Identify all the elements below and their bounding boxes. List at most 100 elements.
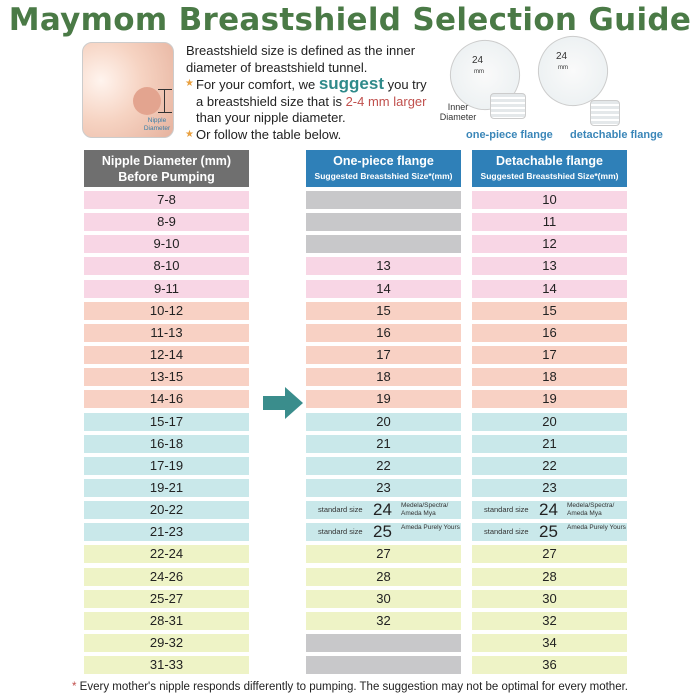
nipple-diameter-cell: 31-33 [84,656,249,675]
nipple-diameter-cell: 17-19 [84,456,249,475]
arrow-right-icon [263,387,303,419]
size-label: 24 [556,51,568,62]
nipple-diameter-cell: 8-9 [84,213,249,232]
star-icon: ★ [185,78,194,89]
table-hint-text: ★ Or follow the table below. [185,126,342,142]
nipple-diameter-cell: 19-21 [84,478,249,497]
nipple-shape [133,87,161,115]
nipple-diameter-cell: 20-22 [84,501,249,520]
detachable-size-cell: 19 [472,390,627,409]
detachable-size-cell: 28 [472,567,627,586]
nipple-diameter-label: Nipple Diameter [143,117,171,132]
detachable-size-cell: 32 [472,611,627,630]
one-piece-flange-label: one-piece flange [466,129,553,141]
nipple-diameter-cell: 9-11 [84,279,249,298]
detachable-size-cell: 18 [472,368,627,387]
star-icon: ★ [185,128,194,140]
standard-size-label: standard size [484,505,529,515]
detachable-size-cell: 27 [472,545,627,564]
detachable-size-cell: 14 [472,279,627,298]
nipple-diameter-cell: 14-16 [84,390,249,409]
nipple-diameter-cell: 28-31 [84,611,249,630]
nipple-diameter-illustration: Nipple Diameter [82,42,174,138]
detachable-size-cell: 21 [472,434,627,453]
flange-base [590,100,620,126]
size-unit: mm [474,69,484,75]
nipple-diameter-cell: 21-23 [84,523,249,542]
one-piece-size-cell: 18 [306,368,461,387]
suggestion-text: ★ For your comfort, we suggest you try a … [185,74,427,125]
detachable-size-cell: 20 [472,412,627,431]
detachable-size-cell: 17 [472,346,627,365]
detachable-size-cell: 16 [472,323,627,342]
size-value: 24 [539,500,558,520]
unavailable-cell [306,656,461,675]
detachable-size-cell: 23 [472,478,627,497]
nipple-diameter-cell: 25-27 [84,589,249,608]
nipple-diameter-cell: 13-15 [84,368,249,387]
detachable-flange-label: detachable flange [570,129,663,141]
unavailable-cell [306,634,461,652]
detachable-size-cell: 34 [472,634,627,652]
detachable-size-cell: standard size 24 Medela/Spectra/ Ameda Mya [472,500,627,520]
nipple-diameter-cell: 29-32 [84,634,249,652]
nipple-diameter-cell: 22-24 [84,545,249,564]
dimension-marker [158,89,172,113]
standard-size-label: standard size [318,527,363,537]
definition-text: Breastshield size is defined as the inne… [186,43,416,75]
nipple-diameter-cell: 24-26 [84,567,249,586]
nipple-diameter-cell: 10-12 [84,301,249,320]
standard-size-label: standard size [484,527,529,537]
one-piece-size-cell: 27 [306,545,461,564]
detachable-size-cell: 36 [472,656,627,675]
inner-diameter-label: Inner Diameter [439,102,477,122]
detachable-size-cell: 13 [472,257,627,276]
one-piece-size-cell: 20 [306,412,461,431]
nipple-diameter-cell: 12-14 [84,346,249,365]
nipple-diameter-cell: 8-10 [84,257,249,276]
nipple-diameter-cell: 9-10 [84,235,249,254]
detachable-size-cell: standard size 25 Ameda Purely Yours [472,522,627,542]
flange-base [490,93,526,119]
detachable-size-cell: 10 [472,191,627,209]
one-piece-size-cell: standard size 25 Ameda Purely Yours [306,522,461,542]
compatible-brands: Ameda Purely Yours [401,524,460,532]
page-title: Maymom Breastshield Selection Guide [8,2,692,38]
nipple-diameter-cell: 16-18 [84,434,249,453]
one-piece-size-cell: 17 [306,346,461,365]
description: Breastshield size is defined as the inne… [185,43,436,143]
footer-note: * Every mother's nipple responds differe… [72,681,628,693]
one-piece-size-cell: 19 [306,390,461,409]
detachable-size-cell: 22 [472,456,627,475]
detachable-size-cell: 12 [472,235,627,254]
one-piece-size-cell: 21 [306,434,461,453]
one-piece-size-cell: 14 [306,279,461,298]
one-piece-size-cell: 16 [306,323,461,342]
compatible-brands: Medela/Spectra/ Ameda Mya [567,502,615,518]
detachable-size-cell: 30 [472,589,627,608]
detachable-size-cell: 11 [472,213,627,232]
nipple-diameter-cell: 7-8 [84,191,249,209]
one-piece-size-cell: 15 [306,301,461,320]
one-piece-size-cell: 28 [306,567,461,586]
detachable-size-cell: 15 [472,301,627,320]
compatible-brands: Ameda Purely Yours [567,524,626,532]
size-value: 25 [373,522,392,542]
header-detachable: Detachable flange Suggested Breastshied S… [472,150,627,187]
compatible-brands: Medela/Spectra/ Ameda Mya [401,502,449,518]
nipple-diameter-cell: 11-13 [84,323,249,342]
unavailable-cell [306,213,461,232]
unavailable-cell [306,235,461,254]
header-nipple-diameter: Nipple Diameter (mm) Before Pumping [84,150,249,187]
one-piece-size-cell: 32 [306,611,461,630]
one-piece-size-cell: 22 [306,456,461,475]
unavailable-cell [306,191,461,209]
one-piece-size-cell: 30 [306,589,461,608]
size-label: 24 [472,55,484,66]
size-unit: mm [558,65,568,71]
standard-size-label: standard size [318,505,363,515]
header-one-piece: One-piece flange Suggested Breastshied Si… [306,150,461,187]
size-value: 24 [373,500,392,520]
one-piece-size-cell: 23 [306,478,461,497]
size-value: 25 [539,522,558,542]
